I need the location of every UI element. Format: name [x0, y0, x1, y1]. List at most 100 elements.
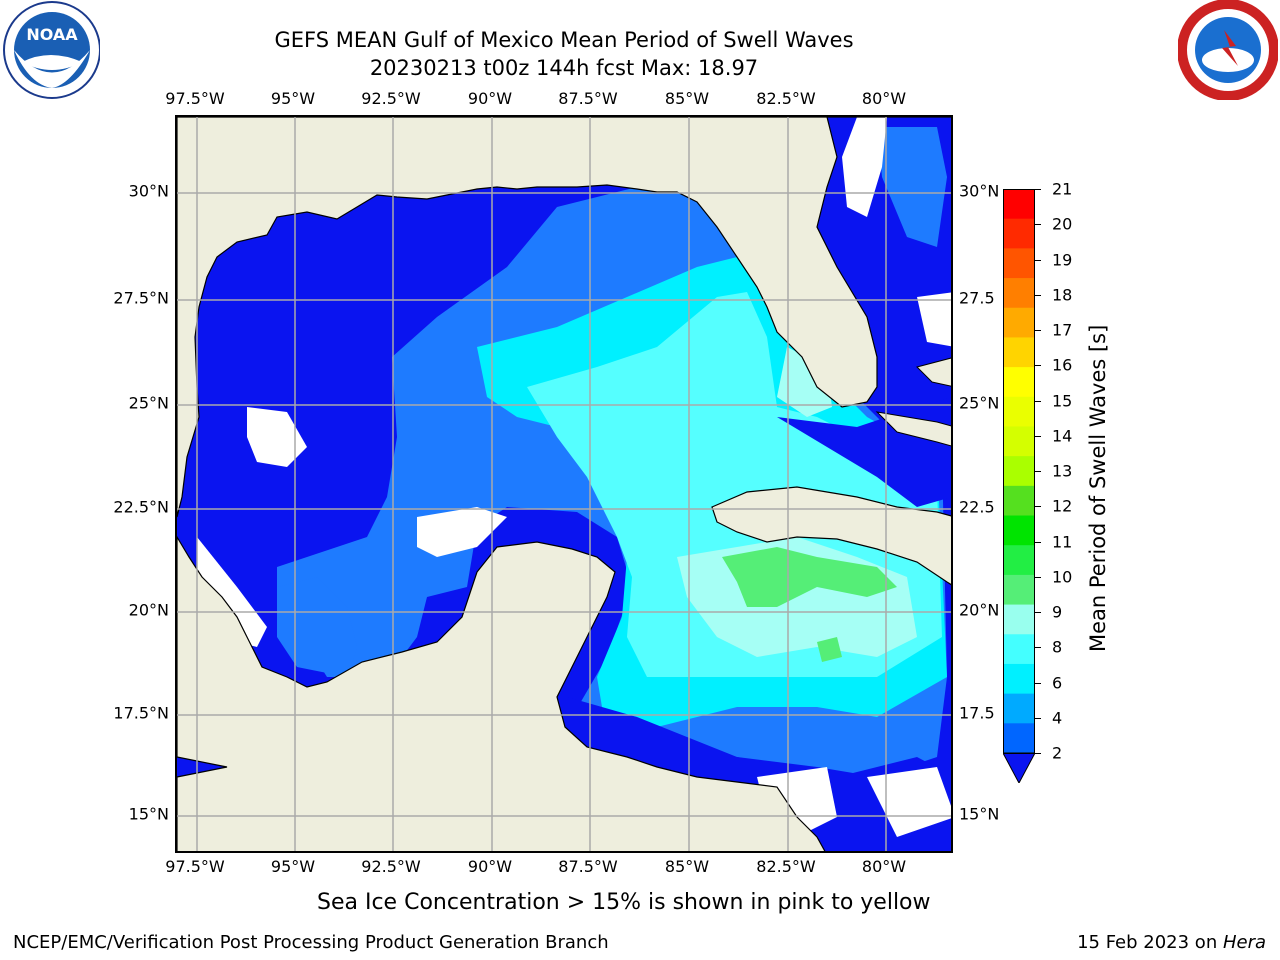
- lat-tick-left: 15°N: [128, 804, 169, 824]
- lon-tick-top: 85°W: [664, 89, 710, 108]
- colorbar-tick-label: 17: [1052, 320, 1073, 340]
- colorbar-tick-label: 10: [1052, 567, 1073, 587]
- colorbar-tick-label: 21: [1052, 179, 1073, 199]
- colorbar-segment: [1003, 248, 1035, 279]
- map-canvas: [177, 117, 951, 851]
- footer-date: 15 Feb 2023 on Hera: [1077, 932, 1266, 953]
- colorbar-tick-mark: [1035, 506, 1041, 508]
- colorbar-segment: [1003, 367, 1035, 398]
- colorbar-segment: [1003, 307, 1035, 338]
- lat-tick-right: 30°N: [959, 181, 1000, 201]
- colorbar-segment: [1003, 515, 1035, 546]
- nodata-gap: [867, 767, 951, 837]
- lon-tick-bottom: 85°W: [664, 857, 710, 876]
- graticule: [177, 117, 951, 851]
- colorbar-tick-mark: [1035, 259, 1041, 261]
- lat-tick-left: 30°N: [128, 181, 169, 201]
- land-us-gulf-coast: [177, 117, 951, 518]
- colorbar-segment: [1003, 574, 1035, 606]
- lon-tick-bottom: 87.5°W: [558, 857, 618, 876]
- lat-tick-right: 22.5: [959, 497, 995, 517]
- lon-tick-top: 90°W: [467, 89, 513, 108]
- lat-tick-left: 17.5°N: [113, 703, 169, 723]
- land-cuba: [711, 486, 951, 586]
- lon-tick-bottom: 97.5°W: [165, 857, 225, 876]
- colorbar-segment: [1003, 337, 1035, 368]
- nodata-gap: [842, 117, 887, 217]
- colorbar-tick-label: 8: [1052, 637, 1063, 657]
- field-mid-blue-west: [277, 577, 357, 677]
- lon-tick-top: 80°W: [861, 89, 907, 108]
- lat-tick-right: 20°N: [959, 600, 1000, 620]
- colorbar-tick-mark: [1035, 435, 1041, 437]
- colorbar-tick-label: 2: [1052, 743, 1063, 763]
- field-green-patch: [817, 637, 842, 662]
- colorbar-tick-mark: [1035, 717, 1041, 719]
- lon-tick-bottom: 95°W: [270, 857, 316, 876]
- lon-tick-bottom: 80°W: [861, 857, 907, 876]
- lat-tick-right: 25°N: [959, 393, 1000, 413]
- ice-caption: Sea Ice Concentration > 15% is shown in …: [317, 890, 931, 915]
- colorbar-tick-label: 15: [1052, 391, 1073, 410]
- colorbar-tick-mark: [1035, 189, 1041, 190]
- colorbar-tick-label: 6: [1052, 673, 1063, 692]
- lon-tick-top: 82.5°W: [756, 89, 816, 108]
- colorbar-segment: [1003, 485, 1035, 517]
- colorbar-tick-mark: [1035, 647, 1041, 649]
- footer-credit: NCEP/EMC/Verification Post Processing Pr…: [13, 932, 609, 953]
- colorbar-tick-label: 19: [1052, 250, 1073, 269]
- land-florida-keys: [875, 411, 951, 447]
- lon-tick-bottom: 90°W: [467, 857, 513, 876]
- lat-tick-left: 22.5°N: [113, 497, 169, 517]
- colorbar-tick-mark: [1035, 576, 1041, 578]
- nws-logo: [1177, 0, 1279, 101]
- colorbar-segment: [1003, 693, 1035, 724]
- colorbar-extend-arrow: [1002, 752, 1036, 785]
- lat-tick-left: 25°N: [128, 393, 169, 413]
- colorbar-tick-label: 20: [1052, 214, 1073, 234]
- svg-text:NOAA: NOAA: [26, 25, 78, 44]
- colorbar-tick-label: 11: [1052, 532, 1073, 551]
- colorbar-tick-label: 9: [1052, 602, 1063, 622]
- colorbar-tick-mark: [1035, 294, 1041, 296]
- colorbar-segment: [1003, 663, 1035, 695]
- lon-tick-top: 97.5°W: [165, 89, 225, 108]
- footer-date-text: 15 Feb 2023 on: [1077, 932, 1223, 953]
- colorbar-border: [1003, 189, 1035, 754]
- colorbar-tick-label: 13: [1052, 461, 1073, 481]
- noaa-logo: NOAA: [0, 0, 101, 100]
- colorbar-tick-mark: [1035, 541, 1041, 543]
- lat-tick-right: 17.5: [959, 703, 995, 723]
- colorbar-tick-mark: [1035, 471, 1041, 472]
- land-mexico: [177, 535, 826, 851]
- lat-tick-right: 27.5: [959, 288, 995, 308]
- lon-tick-bottom: 92.5°W: [361, 857, 421, 876]
- colorbar-segment: [1003, 456, 1035, 487]
- lat-tick-right: 15°N: [959, 804, 1000, 824]
- colorbar-tick-mark: [1035, 612, 1041, 613]
- swell-period-map: [175, 115, 953, 853]
- nodata-gap: [917, 292, 951, 347]
- colorbar-svg: [1002, 189, 1036, 785]
- colorbar-tick-label: 16: [1052, 355, 1073, 375]
- lat-tick-left: 27.5°N: [113, 288, 169, 308]
- colorbar-tick-mark: [1035, 400, 1041, 402]
- colorbar-segment: [1003, 723, 1035, 754]
- colorbar-tick-label: 18: [1052, 285, 1073, 305]
- lon-tick-bottom: 82.5°W: [756, 857, 816, 876]
- colorbar-tick-label: 14: [1052, 426, 1073, 446]
- colorbar-tick-mark: [1035, 365, 1041, 367]
- colorbar-segment: [1003, 634, 1035, 665]
- lon-tick-top: 92.5°W: [361, 89, 421, 108]
- colorbar-segment: [1003, 545, 1035, 576]
- colorbar: [1002, 189, 1036, 785]
- colorbar-tick-mark: [1035, 330, 1041, 331]
- colorbar-segment: [1003, 218, 1035, 249]
- nodata-gap: [247, 407, 307, 467]
- colorbar-segment: [1003, 278, 1035, 309]
- chart-subtitle: 20230213 t00z 144h fcst Max: 18.97: [369, 56, 759, 80]
- colorbar-tick-label: 12: [1052, 496, 1073, 516]
- lon-tick-top: 87.5°W: [558, 89, 618, 108]
- chart-title: GEFS MEAN Gulf of Mexico Mean Period of …: [274, 28, 854, 52]
- colorbar-segment: [1003, 396, 1035, 427]
